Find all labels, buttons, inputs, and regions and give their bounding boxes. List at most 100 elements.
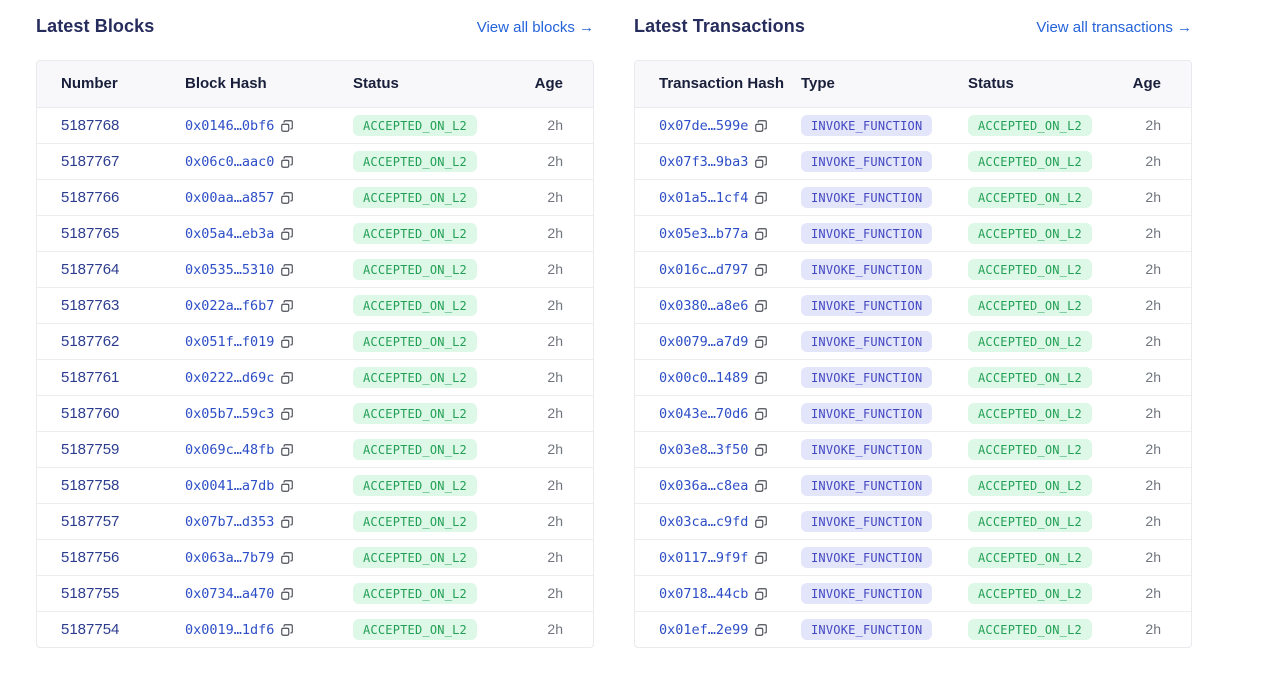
transaction-hash-link[interactable]: 0x01ef…2e99 <box>659 621 749 638</box>
block-hash-link[interactable]: 0x00aa…a857 <box>185 189 275 206</box>
block-number-link[interactable]: 5187758 <box>61 476 120 494</box>
block-number-link[interactable]: 5187760 <box>61 404 120 422</box>
age-cell: 2h <box>511 610 593 647</box>
transaction-hash-link[interactable]: 0x03ca…c9fd <box>659 513 749 530</box>
view-all-blocks-link[interactable]: View all blocks → <box>476 19 594 36</box>
copy-icon[interactable] <box>754 479 768 493</box>
copy-icon[interactable] <box>754 191 768 205</box>
block-hash-link[interactable]: 0x0019…1df6 <box>185 621 275 638</box>
copy-icon[interactable] <box>280 443 294 457</box>
block-hash-link[interactable]: 0x0222…d69c <box>185 369 275 386</box>
view-all-transactions-link[interactable]: View all transactions → <box>1036 19 1192 36</box>
block-number-link[interactable]: 5187761 <box>61 368 120 386</box>
copy-icon[interactable] <box>754 227 768 241</box>
copy-icon[interactable] <box>280 407 294 421</box>
block-number-link[interactable]: 5187755 <box>61 584 120 602</box>
blocks-table-header-row: Number Block Hash Status Age <box>37 61 593 108</box>
transaction-hash-link[interactable]: 0x0380…a8e6 <box>659 297 749 314</box>
block-number-link[interactable]: 5187765 <box>61 224 120 242</box>
block-number-link[interactable]: 5187766 <box>61 188 120 206</box>
copy-icon[interactable] <box>280 551 294 565</box>
copy-icon[interactable] <box>280 587 294 601</box>
copy-icon[interactable] <box>280 155 294 169</box>
transaction-hash-link[interactable]: 0x00c0…1489 <box>659 369 749 386</box>
block-hash-link[interactable]: 0x0146…0bf6 <box>185 117 275 134</box>
copy-icon[interactable] <box>754 371 768 385</box>
block-hash-link[interactable]: 0x0535…5310 <box>185 261 275 278</box>
block-hash-link[interactable]: 0x051f…f019 <box>185 333 275 350</box>
copy-icon[interactable] <box>754 335 768 349</box>
block-hash-link[interactable]: 0x05b7…59c3 <box>185 405 275 422</box>
block-hash-link[interactable]: 0x0734…a470 <box>185 585 275 602</box>
status-badge: ACCEPTED_ON_L2 <box>353 114 477 136</box>
transaction-hash-link[interactable]: 0x0079…a7d9 <box>659 333 749 350</box>
copy-icon[interactable] <box>280 191 294 205</box>
block-number-link[interactable]: 5187762 <box>61 332 120 350</box>
age-cell: 2h <box>1126 322 1191 359</box>
block-hash-link[interactable]: 0x0041…a7db <box>185 477 275 494</box>
copy-icon[interactable] <box>280 623 294 637</box>
block-table-row: 5187761 0x0222…d69c ACCEPTED_ON_L2 2h <box>37 358 593 395</box>
block-table-row: 5187759 0x069c…48fb ACCEPTED_ON_L2 2h <box>37 430 593 467</box>
transaction-hash-link[interactable]: 0x03e8…3f50 <box>659 441 749 458</box>
copy-icon[interactable] <box>280 227 294 241</box>
block-number-link[interactable]: 5187764 <box>61 260 120 278</box>
block-number-link[interactable]: 5187759 <box>61 440 120 458</box>
copy-icon[interactable] <box>280 119 294 133</box>
transaction-table-row: 0x043e…70d6 INVOKE_FUNCTION ACCEPTED_ON_… <box>635 394 1191 431</box>
transaction-hash-link[interactable]: 0x07de…599e <box>659 117 749 134</box>
transaction-hash-link[interactable]: 0x043e…70d6 <box>659 405 749 422</box>
copy-icon[interactable] <box>754 155 768 169</box>
block-number-link[interactable]: 5187756 <box>61 548 120 566</box>
blocks-col-hash: Block Hash <box>185 61 353 108</box>
status-badge: ACCEPTED_ON_L2 <box>353 294 477 316</box>
block-table-row: 5187767 0x06c0…aac0 ACCEPTED_ON_L2 2h <box>37 142 593 179</box>
transaction-hash-link[interactable]: 0x016c…d797 <box>659 261 749 278</box>
copy-icon[interactable] <box>754 623 768 637</box>
copy-icon[interactable] <box>754 407 768 421</box>
block-number-link[interactable]: 5187768 <box>61 116 120 134</box>
copy-icon[interactable] <box>754 119 768 133</box>
copy-icon[interactable] <box>280 263 294 277</box>
latest-transactions-panel: Latest Transactions View all transaction… <box>634 16 1192 648</box>
copy-icon[interactable] <box>280 515 294 529</box>
age-cell: 2h <box>511 574 593 611</box>
block-number-link[interactable]: 5187757 <box>61 512 120 530</box>
status-badge: ACCEPTED_ON_L2 <box>353 474 477 496</box>
copy-icon[interactable] <box>280 479 294 493</box>
block-number-link[interactable]: 5187754 <box>61 620 120 638</box>
age-cell: 2h <box>511 250 593 287</box>
block-hash-link[interactable]: 0x07b7…d353 <box>185 513 275 530</box>
block-hash-link[interactable]: 0x05a4…eb3a <box>185 225 275 242</box>
copy-icon[interactable] <box>754 263 768 277</box>
age-cell: 2h <box>1126 142 1191 179</box>
age-cell: 2h <box>1126 430 1191 467</box>
copy-icon[interactable] <box>280 299 294 313</box>
block-hash-link[interactable]: 0x06c0…aac0 <box>185 153 275 170</box>
status-badge: ACCEPTED_ON_L2 <box>968 222 1092 244</box>
transaction-hash-link[interactable]: 0x0117…9f9f <box>659 549 749 566</box>
copy-icon[interactable] <box>754 551 768 565</box>
status-badge: ACCEPTED_ON_L2 <box>353 438 477 460</box>
copy-icon[interactable] <box>754 443 768 457</box>
transaction-hash-link[interactable]: 0x036a…c8ea <box>659 477 749 494</box>
copy-icon[interactable] <box>280 371 294 385</box>
block-hash-link[interactable]: 0x022a…f6b7 <box>185 297 275 314</box>
transaction-hash-link[interactable]: 0x0718…44cb <box>659 585 749 602</box>
copy-icon[interactable] <box>280 335 294 349</box>
block-number-link[interactable]: 5187763 <box>61 296 120 314</box>
status-badge: ACCEPTED_ON_L2 <box>968 294 1092 316</box>
type-badge: INVOKE_FUNCTION <box>801 474 933 496</box>
block-number-link[interactable]: 5187767 <box>61 152 120 170</box>
transaction-table-row: 0x03ca…c9fd INVOKE_FUNCTION ACCEPTED_ON_… <box>635 502 1191 539</box>
transaction-hash-link[interactable]: 0x07f3…9ba3 <box>659 153 749 170</box>
copy-icon[interactable] <box>754 515 768 529</box>
transaction-hash-link[interactable]: 0x05e3…b77a <box>659 225 749 242</box>
block-table-row: 5187763 0x022a…f6b7 ACCEPTED_ON_L2 2h <box>37 286 593 323</box>
age-cell: 2h <box>1126 466 1191 503</box>
copy-icon[interactable] <box>754 299 768 313</box>
copy-icon[interactable] <box>754 587 768 601</box>
block-hash-link[interactable]: 0x063a…7b79 <box>185 549 275 566</box>
block-hash-link[interactable]: 0x069c…48fb <box>185 441 275 458</box>
transaction-hash-link[interactable]: 0x01a5…1cf4 <box>659 189 749 206</box>
